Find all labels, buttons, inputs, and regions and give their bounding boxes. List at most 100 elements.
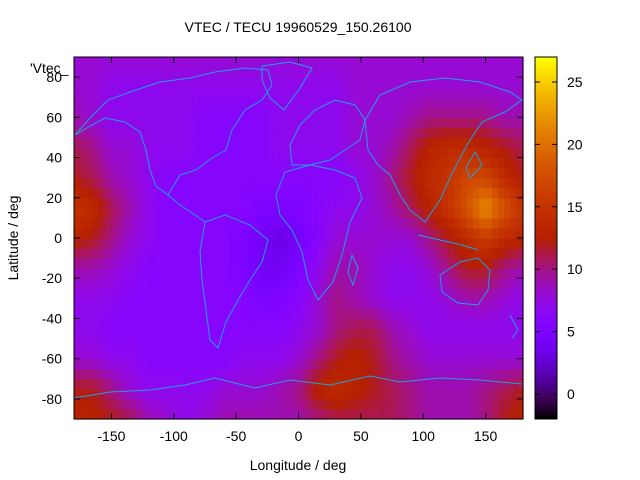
heat-cell bbox=[410, 408, 418, 420]
heat-cell bbox=[498, 147, 505, 159]
heat-cell bbox=[117, 167, 125, 179]
heat-cell bbox=[392, 368, 399, 380]
heat-cell bbox=[204, 388, 212, 400]
heat-cell bbox=[342, 107, 349, 118]
heat-cell bbox=[392, 217, 399, 229]
heat-cell bbox=[130, 288, 137, 299]
heat-cell bbox=[448, 207, 456, 219]
heat-cell bbox=[323, 348, 331, 360]
heat-cell bbox=[273, 217, 281, 229]
heat-cell bbox=[323, 258, 331, 269]
heat-cell bbox=[367, 207, 374, 219]
heat-cell bbox=[435, 258, 443, 269]
heat-cell bbox=[398, 338, 406, 350]
heat-cell bbox=[404, 248, 412, 259]
heat-cell bbox=[180, 328, 187, 340]
heat-cell bbox=[348, 157, 356, 169]
heat-cell bbox=[161, 117, 169, 128]
heat-cell bbox=[80, 167, 88, 179]
heat-cell bbox=[198, 308, 206, 320]
heat-cell bbox=[335, 268, 343, 279]
heat-cell bbox=[161, 217, 169, 229]
heat-cell bbox=[192, 378, 200, 390]
heat-cell bbox=[342, 197, 349, 209]
heat-cell bbox=[373, 197, 381, 209]
heat-cell bbox=[80, 358, 88, 370]
heat-cell bbox=[454, 77, 462, 88]
heat-cell bbox=[98, 77, 106, 88]
heat-cell bbox=[198, 398, 206, 410]
heat-cell bbox=[367, 177, 374, 189]
heat-cell bbox=[167, 378, 175, 390]
heat-cell bbox=[479, 167, 487, 179]
heat-cell bbox=[173, 227, 181, 239]
heat-cell bbox=[254, 278, 262, 289]
heat-cell bbox=[236, 57, 243, 68]
heat-cell bbox=[267, 298, 275, 309]
heat-cell bbox=[236, 248, 243, 259]
heat-cell bbox=[74, 67, 81, 78]
heat-cell bbox=[173, 177, 181, 189]
heat-cell bbox=[273, 167, 281, 179]
heat-cell bbox=[217, 227, 225, 239]
heat-cell bbox=[286, 137, 293, 149]
heat-cell bbox=[242, 308, 250, 320]
heat-cell bbox=[130, 57, 137, 68]
heat-cell bbox=[117, 288, 125, 299]
heat-cell bbox=[310, 217, 318, 229]
heat-cell bbox=[80, 398, 88, 410]
heat-cell bbox=[454, 57, 462, 68]
heat-cell bbox=[204, 238, 212, 249]
heat-cell bbox=[348, 87, 356, 98]
heat-cell bbox=[423, 137, 431, 149]
heat-cell bbox=[286, 107, 293, 118]
heat-cell bbox=[242, 97, 250, 108]
heat-cell bbox=[148, 348, 156, 360]
heat-cell bbox=[448, 57, 456, 68]
heat-cell bbox=[398, 378, 406, 390]
heat-cell bbox=[466, 388, 474, 400]
heat-cell bbox=[329, 127, 337, 139]
heat-cell bbox=[466, 107, 474, 118]
heat-cell bbox=[173, 67, 181, 78]
heat-cell bbox=[342, 117, 349, 128]
heat-cell bbox=[491, 127, 499, 139]
heat-cell bbox=[373, 107, 381, 118]
heat-cell bbox=[404, 398, 412, 410]
heat-cell bbox=[367, 67, 374, 78]
heat-cell bbox=[504, 318, 512, 330]
heat-cell bbox=[310, 318, 318, 330]
heat-cell bbox=[510, 328, 518, 340]
heat-cell bbox=[491, 298, 499, 309]
heat-cell bbox=[167, 358, 175, 370]
heat-cell bbox=[454, 328, 462, 340]
heat-cell bbox=[323, 288, 331, 299]
heat-cell bbox=[348, 217, 356, 229]
heat-cell bbox=[130, 328, 137, 340]
heat-cell bbox=[392, 288, 399, 299]
heat-cell bbox=[392, 157, 399, 169]
heat-cell bbox=[167, 278, 175, 289]
heat-cell bbox=[379, 117, 387, 128]
heat-cell bbox=[435, 268, 443, 279]
heat-cell bbox=[491, 77, 499, 88]
heat-cell bbox=[323, 318, 331, 330]
heat-cell bbox=[335, 87, 343, 98]
heat-cell bbox=[217, 127, 225, 139]
heat-cell bbox=[148, 268, 156, 279]
heat-cell bbox=[180, 127, 187, 139]
heat-cell bbox=[236, 227, 243, 239]
heat-cell bbox=[429, 398, 437, 410]
heat-cell bbox=[80, 388, 88, 400]
heat-cell bbox=[354, 378, 362, 390]
heat-cell bbox=[204, 338, 212, 350]
heat-cell bbox=[92, 147, 100, 159]
heat-cell bbox=[273, 258, 281, 269]
heat-cell bbox=[473, 328, 480, 340]
heat-cell bbox=[373, 147, 381, 159]
heat-cell bbox=[248, 328, 256, 340]
heat-cell bbox=[329, 358, 337, 370]
heat-cell bbox=[473, 167, 480, 179]
heat-cell bbox=[516, 197, 524, 209]
heat-cell bbox=[448, 348, 456, 360]
